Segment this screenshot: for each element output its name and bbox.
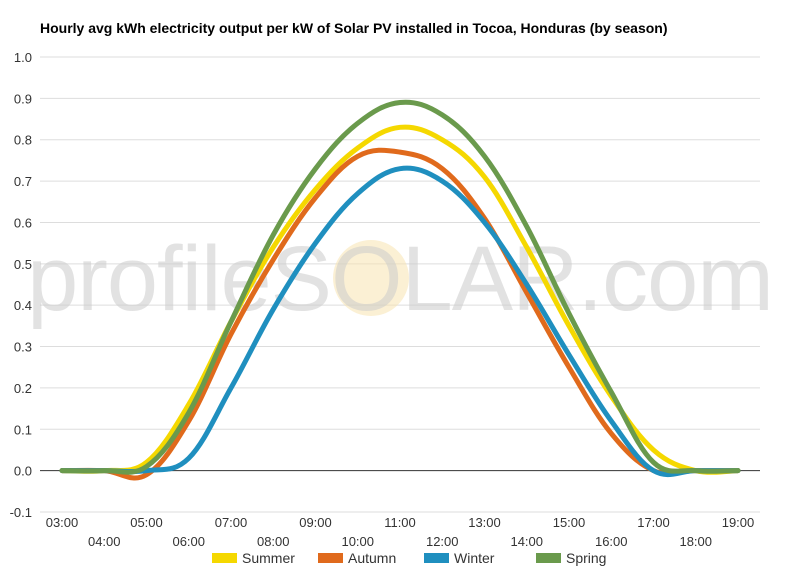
chart-title: Hourly avg kWh electricity output per kW…: [40, 20, 668, 36]
x-tick-label: 12:00: [426, 534, 459, 549]
y-tick-label: -0.1: [10, 505, 32, 520]
x-tick-label: 06:00: [172, 534, 205, 549]
x-tick-label: 11:00: [384, 515, 416, 530]
y-tick-label: 0.2: [14, 381, 32, 396]
y-tick-label: 0.8: [14, 133, 32, 148]
y-tick-label: 0.0: [14, 464, 32, 479]
y-tick-label: 0.9: [14, 91, 32, 106]
y-tick-label: 0.1: [14, 422, 32, 437]
x-tick-label: 07:00: [215, 515, 248, 530]
legend-item-winter[interactable]: Winter: [424, 550, 495, 566]
y-tick-label: 0.3: [14, 340, 32, 355]
y-tick-label: 0.4: [14, 298, 32, 313]
x-tick-label: 19:00: [722, 515, 755, 530]
x-tick-label: 10:00: [341, 534, 374, 549]
y-tick-label: 0.6: [14, 215, 32, 230]
watermark-text: profileSOLAR.com: [27, 228, 773, 330]
legend-swatch: [212, 553, 237, 563]
y-tick-label: 1.0: [14, 50, 32, 65]
x-tick-label: 09:00: [299, 515, 332, 530]
x-tick-label: 15:00: [553, 515, 586, 530]
series-lines: [59, 99, 741, 481]
legend-label: Autumn: [348, 550, 396, 566]
legend-item-summer[interactable]: Summer: [212, 550, 295, 566]
x-tick-label: 05:00: [130, 515, 163, 530]
legend-swatch: [424, 553, 449, 563]
series-line-autumn: [59, 147, 741, 481]
y-tick-label: 0.7: [14, 174, 32, 189]
legend-label: Spring: [566, 550, 606, 566]
legend-item-spring[interactable]: Spring: [536, 550, 606, 566]
x-tick-label: 03:00: [46, 515, 79, 530]
x-tick-label: 08:00: [257, 534, 290, 549]
series-line-spring: [59, 99, 741, 475]
y-tick-label: 0.5: [14, 257, 32, 272]
legend-label: Winter: [454, 550, 495, 566]
x-tick-label: 13:00: [468, 515, 501, 530]
x-tick-label: 14:00: [510, 534, 543, 549]
legend-item-autumn[interactable]: Autumn: [318, 550, 396, 566]
legend-label: Summer: [242, 550, 295, 566]
x-tick-label: 17:00: [637, 515, 670, 530]
series-line-winter: [59, 165, 741, 478]
legend: Summer Autumn Winter Spring: [212, 550, 606, 566]
watermark: profileSOLAR.com: [27, 228, 774, 330]
y-axis: -0.1 0.0 0.1 0.2 0.3 0.4 0.5 0.6 0.7 0.8 0.9 1.0: [10, 50, 32, 520]
legend-swatch: [318, 553, 343, 563]
x-tick-label: 04:00: [88, 534, 121, 549]
x-tick-label: 18:00: [679, 534, 712, 549]
watermark-sun: [333, 240, 409, 316]
legend-swatch: [536, 553, 561, 563]
x-tick-label: 16:00: [595, 534, 628, 549]
x-axis: 03:00 04:00 05:00 06:00 07:00 08:00 09:00 10:00…: [46, 515, 755, 549]
